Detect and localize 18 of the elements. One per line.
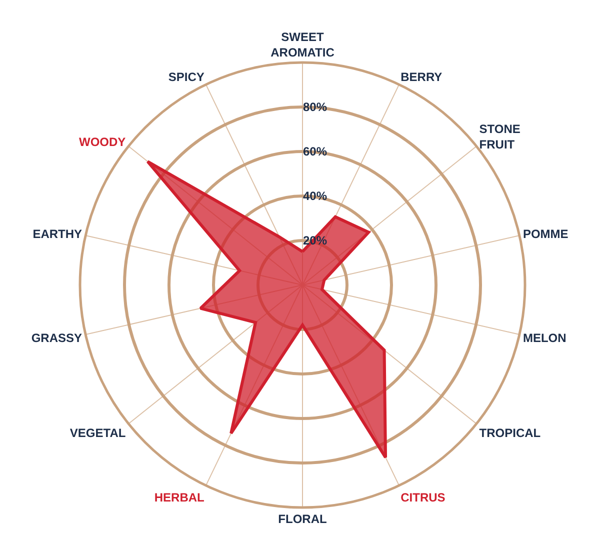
spoke-label: SWEET AROMATIC	[270, 30, 335, 60]
spoke-label: SPICY	[168, 70, 204, 84]
spoke-label: HERBAL	[154, 490, 204, 504]
spoke-label: CITRUS	[400, 490, 446, 504]
spoke-label: VEGETAL	[70, 426, 126, 440]
y-tick-label: 80%	[303, 100, 328, 114]
spoke-label: FLORAL	[278, 512, 327, 526]
spoke-label: MELON	[522, 331, 566, 346]
spoke-label: GRASSY	[31, 331, 82, 346]
y-tick-label: 40%	[303, 188, 328, 203]
spoke-label: STONE FRUIT	[479, 122, 520, 152]
y-tick-label: 20%	[303, 233, 328, 248]
spoke-label: WOODY	[79, 134, 126, 149]
spoke-label: POMME	[522, 227, 568, 242]
spoke-label: EARTHY	[32, 227, 82, 242]
y-tick-label: 60%	[303, 144, 328, 158]
spoke-label: TROPICAL	[479, 426, 541, 440]
spoke-label: BERRY	[400, 70, 442, 84]
